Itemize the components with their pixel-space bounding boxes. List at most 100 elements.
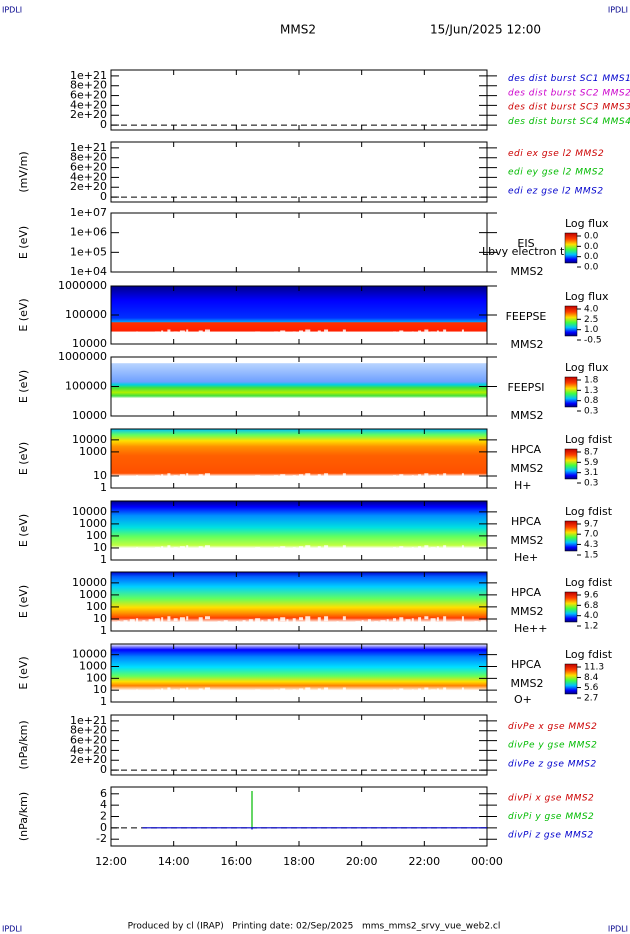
spectrogram-speckle — [349, 479, 354, 487]
spectrogram-speckle — [248, 332, 253, 337]
spectrogram-speckle — [480, 405, 486, 411]
spectrogram-speckle — [136, 331, 139, 337]
colorbar-tick-label: 6.8 — [584, 601, 599, 611]
spectrogram-speckle — [311, 622, 314, 627]
spectrogram-speckle — [267, 476, 271, 480]
spectrogram-speckle — [236, 406, 239, 410]
spectrogram-speckle — [367, 476, 371, 483]
spectrogram-speckle — [205, 687, 210, 691]
spectrogram-speckle — [355, 550, 361, 556]
y-tick-label: 1000 — [79, 660, 107, 673]
colorbar-tick-label: 11.3 — [584, 663, 604, 673]
spectrogram-speckle — [468, 335, 472, 340]
spectrogram-speckle — [393, 403, 396, 407]
spectrogram-speckle — [361, 620, 364, 624]
colorbar-tick-label: 8.4 — [584, 673, 599, 683]
legend-label: divPi y gse MMS2 — [508, 812, 594, 822]
y-tick-label: -2 — [96, 832, 107, 845]
y-tick-label: 1000000 — [58, 279, 107, 292]
spectrogram-speckle — [342, 401, 346, 406]
spectrogram-speckle — [179, 402, 185, 409]
probe-label: MMS2 — [511, 677, 544, 690]
probe-label: MMS2 — [511, 409, 544, 422]
spectrogram-speckle — [117, 621, 121, 628]
y-axis-label: E (eV) — [17, 442, 30, 475]
spectrogram-speckle — [386, 476, 389, 482]
spectrogram-speckle — [461, 401, 464, 408]
footer-credit: Produced by cl (IRAP) Printing date: 02/… — [128, 922, 501, 932]
spectrogram-speckle — [223, 549, 228, 557]
colorbar-tick-label: 3.1 — [584, 468, 598, 478]
spectrogram-speckle — [261, 620, 264, 626]
spectrogram-speckle — [154, 618, 160, 623]
spectrogram-speckle — [474, 621, 479, 629]
y-tick-label: 1 — [100, 695, 107, 708]
spectrogram-speckle — [305, 616, 311, 623]
spectrogram-speckle — [411, 547, 414, 555]
probe-title: MMS2 — [280, 23, 316, 37]
spectrogram-speckle — [280, 617, 286, 622]
y-tick-label: 0 — [100, 821, 107, 834]
instrument-label: HPCA — [511, 586, 542, 599]
spectrogram-speckle — [330, 407, 336, 411]
spectrogram-speckle — [217, 621, 221, 626]
colorbar-tick-label: 1.3 — [584, 386, 598, 396]
spectrogram-speckle — [317, 688, 321, 696]
spectrogram-speckle — [342, 473, 346, 478]
plot-frame — [110, 212, 488, 273]
spectrogram-speckle — [386, 548, 389, 554]
spectrogram-speckle — [205, 545, 210, 549]
spectrogram-speckle — [411, 618, 414, 626]
instrument-label: FEEPSI — [507, 381, 544, 394]
legend-label: des dist burst SC4 MMS4 — [508, 117, 630, 127]
spectrogram-speckle — [255, 403, 261, 411]
spectrogram-speckle — [311, 551, 314, 556]
y-axis-label: E (eV) — [17, 298, 30, 331]
y-tick-label: 1e+21 — [70, 714, 107, 727]
spectrogram-speckle — [230, 551, 236, 557]
spectrogram-speckle — [311, 407, 314, 412]
spectrogram-speckle — [374, 621, 379, 626]
spectrogram-speckle — [242, 549, 246, 556]
colorbar-tick-label: 9.6 — [584, 591, 599, 601]
spectrogram-speckle — [161, 688, 164, 696]
y-tick-label: 100 — [86, 529, 107, 542]
spectrogram-speckle — [380, 405, 386, 413]
spectrogram-speckle — [468, 622, 472, 627]
spectrogram-speckle — [299, 330, 303, 334]
spectrogram-speckle — [154, 403, 160, 408]
plot-frame — [110, 786, 488, 847]
spectrogram-speckle — [129, 690, 135, 698]
plot-frame — [110, 69, 488, 131]
spectrogram-speckle — [386, 619, 389, 625]
spectrogram-speckle — [123, 477, 128, 482]
spectrogram-speckle — [355, 621, 361, 627]
spectrogram-speckle — [205, 473, 210, 477]
spectrogram-speckle — [186, 616, 189, 621]
spectrogram-speckle — [317, 546, 321, 554]
spectrogram-speckle — [129, 404, 135, 412]
spectrogram-speckle — [461, 473, 464, 480]
spectrogram-speckle — [161, 617, 164, 625]
spectrogram-speckle — [211, 693, 214, 700]
spectrogram-speckle — [236, 621, 239, 625]
spectrogram-speckle — [273, 403, 278, 410]
y-tick-label: 6e+20 — [70, 89, 107, 102]
spectrogram-speckle — [136, 547, 139, 553]
spectrogram-speckle — [192, 622, 196, 630]
y-tick-label: 6e+20 — [70, 161, 107, 174]
spectrogram-speckle — [411, 475, 414, 483]
y-axis-label: E (eV) — [17, 226, 30, 259]
spectrogram-speckle — [380, 691, 386, 699]
spectrogram-speckle — [217, 692, 221, 697]
spectrogram-speckle — [399, 402, 404, 409]
spectrogram-speckle — [461, 545, 464, 552]
spectrogram-speckle — [167, 616, 171, 622]
spectrogram-speckle — [418, 617, 422, 623]
spectrogram-speckle — [324, 687, 329, 693]
spectrogram-speckle — [198, 330, 203, 336]
spectrogram-speckle — [198, 617, 203, 623]
spectrogram-speckle — [223, 333, 228, 341]
colorbar-tick-label: 4.3 — [584, 540, 598, 550]
spectrogram-speckle — [142, 477, 146, 481]
